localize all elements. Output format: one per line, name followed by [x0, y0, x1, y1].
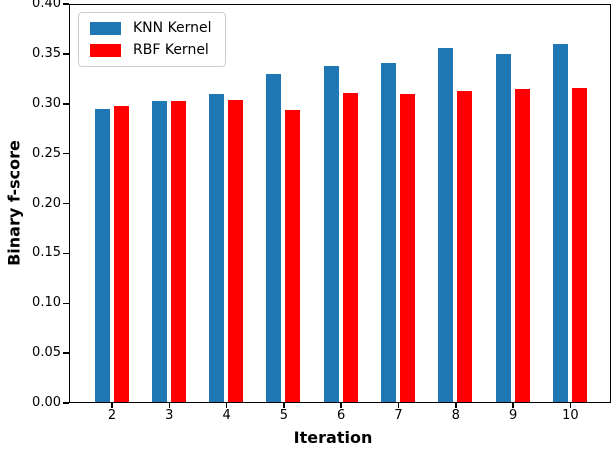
legend-item-rbf: RBF Kernel — [90, 43, 212, 57]
bar-knn-kernel-iter-10 — [552, 43, 568, 402]
bar-rbf-kernel-iter-8 — [457, 91, 473, 402]
y-tick-label-0.40: 0.40 — [32, 0, 61, 11]
x-tick-mark-6 — [340, 403, 342, 408]
x-tick-label-4: 4 — [222, 408, 231, 423]
x-tick-label-9: 9 — [508, 408, 518, 423]
x-tick-label-7: 7 — [394, 408, 403, 423]
y-tick-label-0.35: 0.35 — [32, 45, 61, 61]
x-axis-label: Iteration — [293, 428, 373, 447]
bar-rbf-kernel-iter-3 — [170, 101, 186, 402]
y-tick-label-0.00: 0.00 — [32, 395, 61, 410]
bar-rbf-kernel-iter-7 — [400, 94, 415, 402]
legend-item-knn: KNN Kernel — [90, 21, 212, 35]
x-tick-label-5: 5 — [279, 408, 289, 423]
bar-rbf-kernel-iter-10 — [571, 88, 587, 402]
y-tick-label-0.20: 0.20 — [32, 195, 61, 211]
x-tick-label-6: 6 — [337, 408, 346, 423]
y-tick-mark-0.40 — [63, 3, 69, 5]
bar-knn-kernel-iter-6 — [323, 66, 339, 402]
x-tick-mark-5 — [283, 403, 285, 408]
y-tick-label-0.30: 0.30 — [32, 95, 61, 111]
x-tick-label-8: 8 — [451, 408, 460, 423]
bar-knn-kernel-iter-7 — [381, 63, 396, 402]
bar-rbf-kernel-iter-4 — [228, 100, 244, 402]
x-tick-label-10: 10 — [562, 408, 579, 423]
x-tick-label-2: 2 — [107, 408, 117, 423]
y-tick-mark-0.20 — [63, 202, 69, 205]
y-tick-label-0.10: 0.10 — [32, 295, 61, 311]
y-tick-mark-0.30 — [63, 103, 69, 105]
x-tick-label-3: 3 — [165, 408, 174, 423]
bar-rbf-kernel-iter-2 — [113, 106, 129, 402]
y-tick-label-0.25: 0.25 — [32, 145, 61, 161]
x-tick-mark-9 — [512, 403, 514, 408]
x-tick-mark-7 — [397, 403, 400, 408]
rbf-color-swatch-icon — [90, 43, 121, 57]
bar-knn-kernel-iter-5 — [266, 74, 282, 402]
y-tick-label-0.15: 0.15 — [32, 245, 61, 261]
y-tick-mark-0.25 — [63, 152, 69, 155]
y-tick-mark-0.00 — [63, 402, 69, 404]
bar-knn-kernel-iter-8 — [438, 47, 454, 402]
x-tick-mark-2 — [111, 403, 113, 408]
x-tick-mark-10 — [569, 403, 572, 408]
bar-knn-kernel-iter-4 — [209, 94, 225, 402]
legend-label-knn: KNN Kernel — [133, 20, 212, 36]
y-tick-mark-0.15 — [63, 252, 69, 255]
y-tick-mark-0.35 — [63, 53, 69, 55]
plot-area: KNN Kernel RBF Kernel — [69, 4, 611, 403]
bar-knn-kernel-iter-9 — [495, 53, 511, 402]
x-tick-mark-8 — [455, 403, 457, 408]
knn-color-swatch-icon — [90, 21, 121, 35]
legend-label-rbf: RBF Kernel — [133, 42, 209, 58]
bar-rbf-kernel-iter-9 — [514, 89, 530, 402]
x-tick-mark-3 — [168, 403, 171, 408]
bar-knn-kernel-iter-3 — [151, 101, 167, 402]
y-tick-mark-0.05 — [63, 352, 69, 354]
y-tick-mark-0.10 — [63, 302, 69, 304]
y-tick-label-0.05: 0.05 — [32, 345, 61, 361]
bar-knn-kernel-iter-2 — [94, 109, 110, 402]
bar-rbf-kernel-iter-6 — [342, 93, 358, 402]
bar-rbf-kernel-iter-5 — [285, 110, 301, 402]
legend: KNN Kernel RBF Kernel — [78, 12, 226, 67]
x-tick-mark-4 — [225, 403, 228, 408]
